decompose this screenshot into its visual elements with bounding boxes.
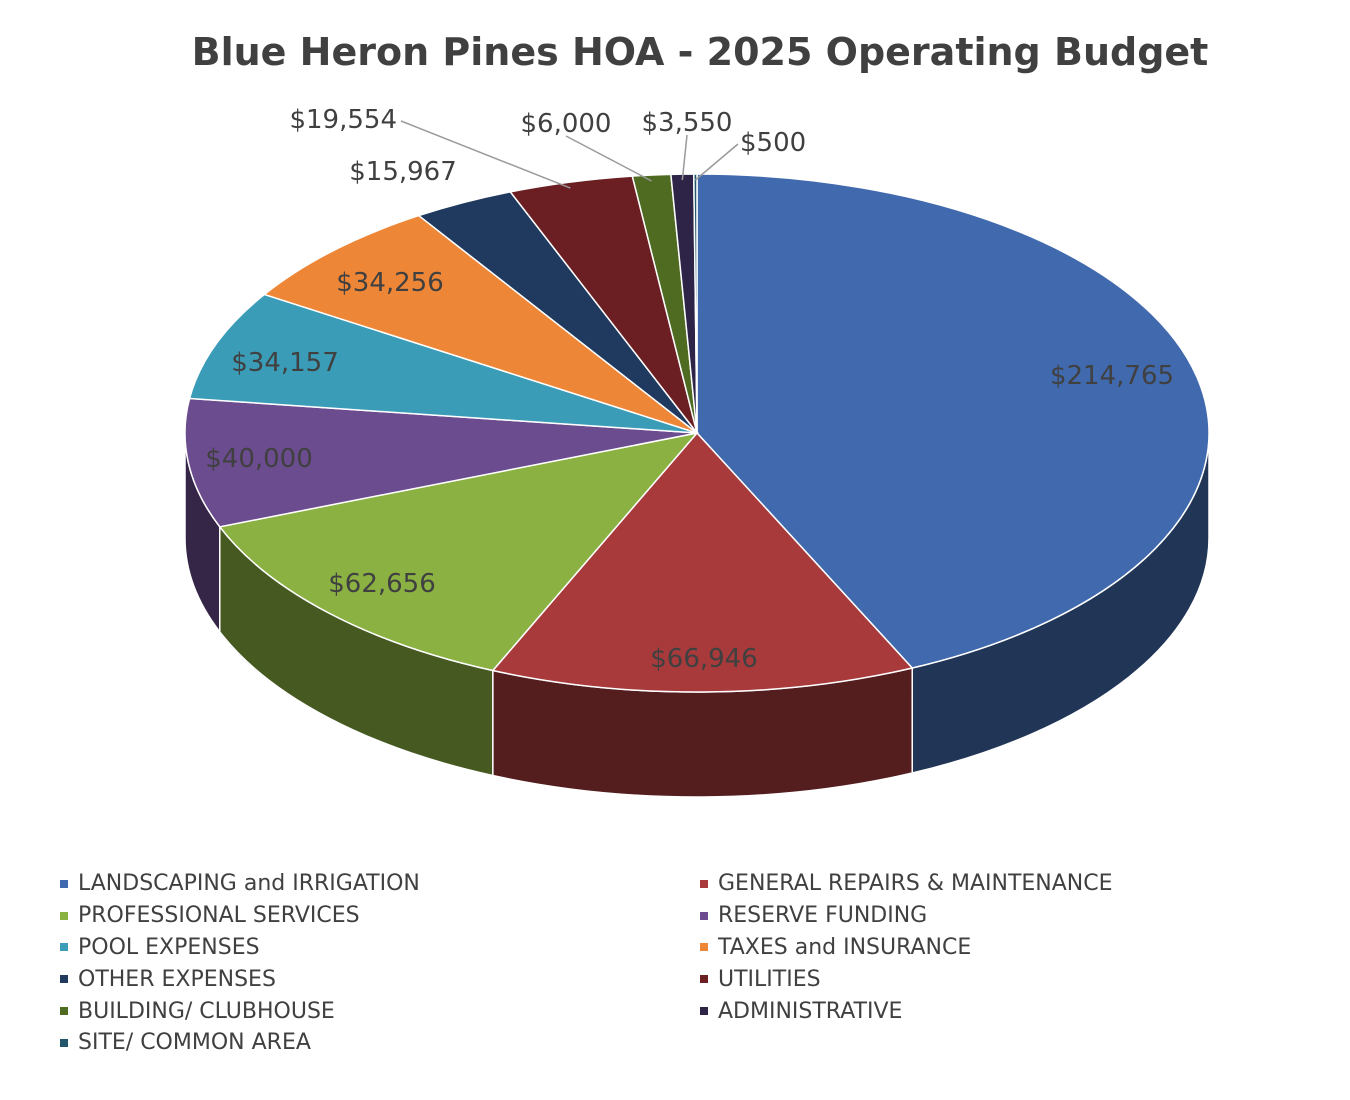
data-label-professional-services: $62,656 <box>328 569 436 599</box>
pie-slice-site-common-area <box>693 173 698 434</box>
legend-swatch <box>60 943 68 952</box>
legend-swatch <box>700 879 708 888</box>
leader-line-building-clubhouse <box>565 135 652 182</box>
pie-slice-landscaping-and-irrigation <box>696 173 1210 669</box>
data-label-general-repairs-maintenance: $66,946 <box>650 644 758 674</box>
leader-line-utilities <box>400 120 571 189</box>
pie-slice-general-repairs-maintenance <box>491 431 914 693</box>
data-label-site-common-area: $500 <box>740 128 806 158</box>
pie-slice-reserve-funding <box>184 397 698 528</box>
pie-slice-pool-expenses <box>188 293 698 434</box>
legend-item-site-common-area: SITE/ COMMON AREA <box>60 1027 420 1059</box>
legend-swatch <box>60 1038 68 1047</box>
legend-label: LANDSCAPING and IRRIGATION <box>78 871 420 897</box>
data-label-building-clubhouse: $6,000 <box>521 109 612 139</box>
pie-chart: $214,765 $66,946 $62,656 $40,000 $34,157 $34,… <box>184 105 1210 798</box>
legend-swatch <box>60 975 68 984</box>
legend-swatch <box>700 975 708 984</box>
legend-label: RESERVE FUNDING <box>718 903 928 929</box>
data-label-landscaping-and-irrigation: $214,765 <box>1050 361 1174 391</box>
legend-label: TAXES and INSURANCE <box>718 934 972 960</box>
legend-item-pool-expenses: POOL EXPENSES <box>60 932 420 964</box>
legend-label: GENERAL REPAIRS & MAINTENANCE <box>718 871 1113 897</box>
data-label-taxes-and-insurance: $34,256 <box>336 268 444 298</box>
chart-title: Blue Heron Pines HOA - 2025 Operating Bu… <box>191 30 1209 74</box>
legend-item-taxes-and-insurance: TAXES and INSURANCE <box>700 932 1113 964</box>
legend-item-landscaping-and-irrigation: LANDSCAPING and IRRIGATION <box>60 868 420 900</box>
data-label-utilities: $19,554 <box>289 105 397 135</box>
leader-line-administrative <box>681 134 688 181</box>
legend-right-column: GENERAL REPAIRS & MAINTENANCE RESERVE FUN… <box>700 868 1113 1027</box>
data-label-reserve-funding: $40,000 <box>205 444 313 474</box>
legend-item-administrative: ADMINISTRATIVE <box>700 995 1113 1027</box>
legend-swatch <box>700 943 708 952</box>
data-label-other-expenses: $15,967 <box>349 157 457 187</box>
legend-label: PROFESSIONAL SERVICES <box>78 903 360 929</box>
legend-item-professional-services: PROFESSIONAL SERVICES <box>60 900 420 932</box>
data-label-pool-expenses: $34,157 <box>231 348 339 378</box>
legend-item-other-expenses: OTHER EXPENSES <box>60 963 420 995</box>
legend-swatch <box>700 1007 708 1016</box>
legend-left-column: LANDSCAPING and IRRIGATION PROFESSIONAL S… <box>60 868 420 1059</box>
legend-swatch <box>60 1007 68 1016</box>
legend-swatch <box>60 879 68 888</box>
legend-label: BUILDING/ CLUBHOUSE <box>78 998 335 1024</box>
legend-label: UTILITIES <box>718 966 821 992</box>
pie-slice-professional-services <box>218 431 699 672</box>
legend-item-building-clubhouse: BUILDING/ CLUBHOUSE <box>60 995 420 1027</box>
legend-item-reserve-funding: RESERVE FUNDING <box>700 900 1113 932</box>
legend-label: OTHER EXPENSES <box>78 966 276 992</box>
legend-item-general-repairs-maintenance: GENERAL REPAIRS & MAINTENANCE <box>700 868 1113 900</box>
legend-item-utilities: UTILITIES <box>700 963 1113 995</box>
leader-line-site-common-area <box>694 143 739 181</box>
legend-label: POOL EXPENSES <box>78 934 260 960</box>
legend-swatch <box>700 911 708 920</box>
legend-label: ADMINISTRATIVE <box>718 998 903 1024</box>
pie-slice-taxes-and-insurance <box>262 214 698 434</box>
data-label-administrative: $3,550 <box>642 108 733 138</box>
legend-swatch <box>60 911 68 920</box>
legend-label: SITE/ COMMON AREA <box>78 1030 311 1056</box>
